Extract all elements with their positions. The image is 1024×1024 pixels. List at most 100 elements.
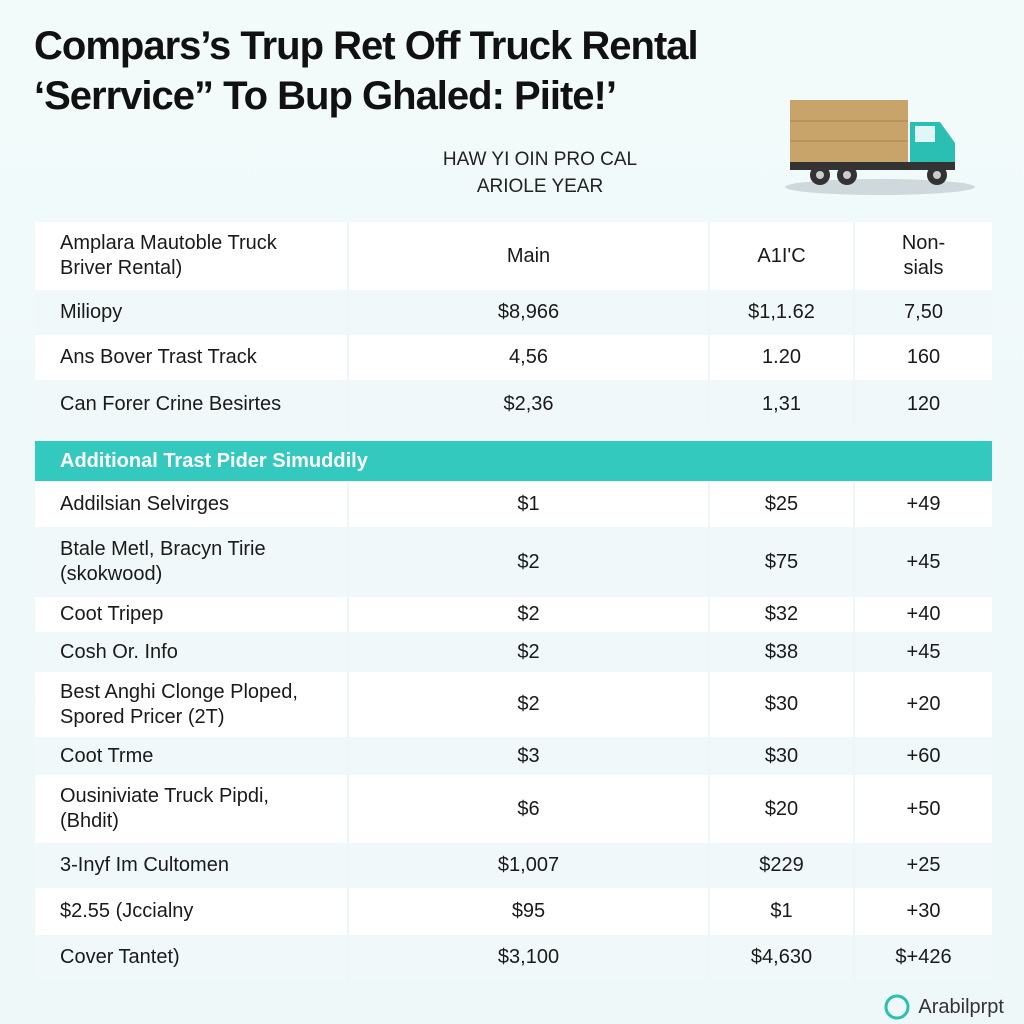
table-cell: $32 <box>708 597 853 632</box>
cell-text: Amplara Mautoble Truck Briver Rental) <box>60 232 277 279</box>
cell-text: Best Anghi Clonge Ploped, Spored Pricer … <box>60 680 298 728</box>
cell-text: $95 <box>511 900 546 922</box>
cell-text: Cosh Or. Info <box>60 640 178 663</box>
table-cell: Can Forer Crine Besirtes <box>35 380 347 428</box>
table-cell: 1.20 <box>708 335 853 380</box>
table-cell: 160 <box>853 335 992 380</box>
cell-text: $8,966 <box>497 301 560 323</box>
table-cell: $229 <box>708 843 853 888</box>
cell-text: $1 <box>770 900 793 922</box>
footer: Arabilprpt <box>882 994 1004 1020</box>
table-row: Coot Trme $3 $30 +60 <box>35 737 992 775</box>
table-cell: $20 <box>708 775 853 843</box>
table-cell: 3-Inyf Im Cultomen <box>35 843 347 888</box>
table-cell: $2,36 <box>347 380 708 428</box>
table-cell: +45 <box>853 632 992 672</box>
cell-text: 120 <box>906 392 941 415</box>
cell-text: Non-sials <box>901 232 946 279</box>
cell-text: Btale Metl, Bracyn Tirie (skokwood) <box>60 538 266 585</box>
cell-text: +50 <box>906 797 941 820</box>
cell-text: $2,36 <box>503 392 554 415</box>
table-cell: +40 <box>853 597 992 632</box>
table-cell: 120 <box>853 380 992 428</box>
table-cell: Miliopy <box>35 290 347 335</box>
cell-text: $229 <box>759 854 804 876</box>
table-cell: $6 <box>347 775 708 843</box>
table-row: Coot Tripep $2 $32 +40 <box>35 597 992 632</box>
table-cell: +49 <box>853 482 992 527</box>
cell-text: Coot Tripep <box>60 603 164 625</box>
table-row: Cover Tantet) $3,100 $4,630 $+426 <box>35 935 992 980</box>
table-cell: Coot Trme <box>35 737 347 775</box>
cell-text: 7,50 <box>904 301 943 323</box>
cell-text: Main <box>506 244 551 267</box>
table-row: 3-Inyf Im Cultomen $1,007 $229 +25 <box>35 843 992 888</box>
table-cell: $2.55 (Jccialny <box>35 888 347 935</box>
truck-icon <box>785 100 975 195</box>
cell-text: $3 <box>517 744 540 767</box>
table-row: Ousiniviate Truck Pipdi, (Bhdit) $6 $20 +50 <box>35 775 992 843</box>
table-cell: $2 <box>347 632 708 672</box>
cell-text: +45 <box>906 550 941 573</box>
cell-text: 1.20 <box>762 346 801 368</box>
title-line: ‘Serrvice” To Bup Ghaled: Piite!’ <box>34 74 617 118</box>
table-cell: +30 <box>853 888 992 935</box>
table-cell: $2 <box>347 597 708 632</box>
table-cell: Non-sials <box>853 222 992 290</box>
table-cell: $1,1.62 <box>708 290 853 335</box>
cell-text: +30 <box>906 900 941 922</box>
cell-text: $1,1.62 <box>748 301 815 323</box>
table-cell: $3 <box>347 737 708 775</box>
cell-text: $20 <box>764 797 799 820</box>
table-cell: $25 <box>708 482 853 527</box>
cell-text: $6 <box>517 797 540 820</box>
cell-text: $2 <box>517 550 540 573</box>
cell-text: $2 <box>517 693 540 715</box>
cell-text: $1 <box>517 493 540 515</box>
table-cell: Best Anghi Clonge Ploped, Spored Pricer … <box>35 672 347 737</box>
cell-text: $38 <box>764 640 799 663</box>
cell-text: Cover Tantet) <box>60 946 180 968</box>
table-row: $2.55 (Jccialny $95 $1 +30 <box>35 888 992 935</box>
cell-text: +45 <box>906 640 941 663</box>
table-cell: $3,100 <box>347 935 708 980</box>
table-cell: $38 <box>708 632 853 672</box>
table-cell: $1 <box>347 482 708 527</box>
table-cell: Cover Tantet) <box>35 935 347 980</box>
table-row: Ans Bover Trast Track 4,56 1.20 160 <box>35 335 992 380</box>
table-row: Cosh Or. Info $2 $38 +45 <box>35 632 992 672</box>
table-cell: +45 <box>853 527 992 597</box>
subtitle-line: HAW YI OIN PRO CAL <box>442 149 638 170</box>
table-cell: $30 <box>708 737 853 775</box>
cell-text: $1,007 <box>497 854 560 876</box>
cell-text: Addilsian Selvirges <box>60 493 229 515</box>
cell-text: Ans Bover Trast Track <box>60 346 257 368</box>
table-cell: Amplara Mautoble Truck Briver Rental) <box>35 222 347 290</box>
table-cell: Btale Metl, Bracyn Tirie (skokwood) <box>35 527 347 597</box>
table-row: Best Anghi Clonge Ploped, Spored Pricer … <box>35 672 992 737</box>
subtitle-line: ARIOLE YEAR <box>476 176 604 197</box>
table-cell: Main <box>347 222 708 290</box>
cell-text: +49 <box>906 493 941 515</box>
table-row: Addilsian Selvirges $1 $25 +49 <box>35 482 992 527</box>
table-cell: $95 <box>347 888 708 935</box>
cell-text: +20 <box>906 693 941 715</box>
table-cell: $4,630 <box>708 935 853 980</box>
table-cell: Cosh Or. Info <box>35 632 347 672</box>
table-row: Btale Metl, Bracyn Tirie (skokwood) $2 $75… <box>35 527 992 597</box>
cell-text: 160 <box>906 346 941 368</box>
cell-text: A1I'C <box>757 244 806 267</box>
table-row: Can Forer Crine Besirtes $2,36 1,31 120 <box>35 380 992 428</box>
cell-text: +40 <box>906 603 941 625</box>
brand-icon <box>884 994 910 1020</box>
section-header: Additional Trast Pider Simuddily <box>35 441 992 481</box>
table-cell: A1I'C <box>708 222 853 290</box>
cell-text: Coot Trme <box>60 744 154 767</box>
cell-text: $3,100 <box>497 946 560 968</box>
cell-text: Miliopy <box>60 301 123 323</box>
table-cell: +25 <box>853 843 992 888</box>
table-cell: $2 <box>347 527 708 597</box>
cell-text: 1,31 <box>762 392 801 415</box>
table-cell: $1 <box>708 888 853 935</box>
